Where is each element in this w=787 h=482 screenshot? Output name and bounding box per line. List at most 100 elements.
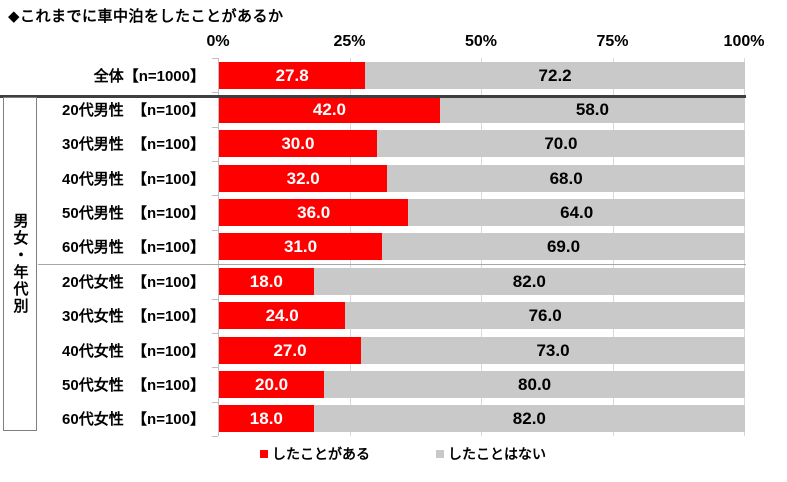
bar-track: 20.0 80.0 [219,370,745,398]
bar-track: 24.0 76.0 [219,302,745,330]
separator-total-line [0,95,746,98]
x-tick-label: 75% [596,33,629,50]
value-label-not: 68.0 [549,168,583,188]
table-row: 40代女性 【n=100】 27.0 73.0 [0,333,746,367]
bar-segment-not: 68.0 [387,164,745,192]
category-label: 60代男性 【n=100】 [62,239,205,257]
bar-track: 31.0 69.0 [219,233,745,261]
table-row: 60代女性 【n=100】 18.0 82.0 [0,402,746,436]
bar-segment-not: 82.0 [313,405,745,433]
legend-swatch-icon [436,450,444,458]
y-axis-tick [212,92,218,93]
table-row: 全体【n=1000】 27.8 72.2 [0,58,746,92]
table-row: 50代女性 【n=100】 20.0 80.0 [0,367,746,401]
category-label: 50代女性 【n=100】 [62,376,205,394]
legend-item: したことがある [260,444,370,464]
bar-segment-not: 58.0 [439,96,745,124]
value-label-done: 31.0 [283,237,318,257]
legend-item: したことはない [436,444,546,464]
table-row: 50代男性 【n=100】 36.0 64.0 [0,195,746,229]
y-axis-tick [212,230,218,231]
value-label-done: 24.0 [265,306,299,326]
bar-track: 42.0 58.0 [219,96,745,124]
y-axis-tick [212,299,218,300]
y-axis-tick [212,402,218,403]
category-label: 60代女性 【n=100】 [62,411,205,429]
table-row: 60代男性 【n=100】 31.0 69.0 [0,230,746,264]
legend-item-label: したことがある [272,446,370,462]
bar-track: 18.0 82.0 [219,267,745,295]
bar-rows: 全体【n=1000】 27.8 72.2 20代男性 【n=100】 42.0 … [0,58,746,436]
bar-segment-not: 82.0 [313,267,745,295]
category-label: 40代男性 【n=100】 [62,170,205,188]
table-row: 20代女性 【n=100】 18.0 82.0 [0,264,746,298]
value-label-done: 27.0 [273,340,307,360]
bar-segment-done: 20.0 [219,370,325,398]
bar-segment-not: 64.0 [408,199,745,227]
plot-area: 全体【n=1000】 27.8 72.2 20代男性 【n=100】 42.0 … [0,58,746,437]
value-label-not: 70.0 [544,134,578,154]
chart-title: ◆これまでに車中泊をしたことがあるか [8,8,284,25]
separator-gender-line [38,264,746,265]
bar-segment-not: 69.0 [382,233,745,261]
value-label-done: 30.0 [281,134,315,154]
bar-segment-done: 27.0 [219,336,362,364]
value-label-not: 69.0 [546,237,581,257]
table-row: 40代男性 【n=100】 32.0 68.0 [0,161,746,195]
value-label-not: 58.0 [575,100,609,120]
category-label: 30代男性 【n=100】 [62,136,205,154]
y-axis-tick [212,367,218,368]
bar-segment-done: 18.0 [219,405,314,433]
legend: したことがある したことはない [260,444,546,464]
y-axis-tick [212,436,218,437]
x-tick-label: 0% [206,33,230,50]
bar-segment-not: 70.0 [376,130,745,158]
table-row: 20代男性 【n=100】 42.0 58.0 [0,92,746,126]
value-label-not: 64.0 [560,203,594,223]
bar-segment-done: 30.0 [219,130,377,158]
legend-item-label: したことはない [448,446,546,462]
bar-segment-done: 24.0 [219,302,346,330]
category-label: 40代女性 【n=100】 [62,342,205,360]
category-label: 全体【n=1000】 [93,67,205,85]
bar-segment-done: 31.0 [219,233,383,261]
bar-segment-done: 27.8 [219,61,366,89]
value-label-not: 82.0 [512,271,546,291]
category-label: 50代男性 【n=100】 [62,205,205,223]
x-tick-label: 50% [464,33,498,50]
value-label-done: 20.0 [255,374,289,394]
bar-track: 32.0 68.0 [219,164,745,192]
value-label-not: 72.2 [538,65,572,85]
value-label-done: 18.0 [249,271,283,291]
x-tick-label: 100% [723,33,765,50]
bar-segment-done: 18.0 [219,267,314,295]
value-label-done: 36.0 [297,203,331,223]
y-axis-tick [212,195,218,196]
bar-track: 30.0 70.0 [219,130,745,158]
legend-swatch-icon [260,450,268,458]
bar-segment-not: 72.2 [365,61,745,89]
value-label-done: 27.8 [275,65,309,85]
value-label-not: 73.0 [536,340,570,360]
category-label: 30代女性 【n=100】 [62,308,205,326]
bar-segment-not: 76.0 [345,302,745,330]
bar-track: 27.0 73.0 [219,336,745,364]
value-label-done: 18.0 [249,409,283,429]
value-label-done: 32.0 [286,168,320,188]
y-axis-tick [212,161,218,162]
y-axis-tick [212,127,218,128]
bar-track: 18.0 82.0 [219,405,745,433]
bar-track: 27.8 72.2 [219,61,745,89]
bar-segment-done: 36.0 [219,199,409,227]
value-label-not: 80.0 [518,374,552,394]
bar-segment-done: 42.0 [219,96,440,124]
value-label-done: 42.0 [312,100,346,120]
y-axis-tick [212,333,218,334]
table-row: 30代女性 【n=100】 24.0 76.0 [0,299,746,333]
category-label: 20代男性 【n=100】 [62,102,205,120]
bar-segment-done: 32.0 [219,164,388,192]
group-bracket: 男女・年代別 [3,97,37,431]
bar-track: 36.0 64.0 [219,199,745,227]
value-label-not: 76.0 [528,306,562,326]
